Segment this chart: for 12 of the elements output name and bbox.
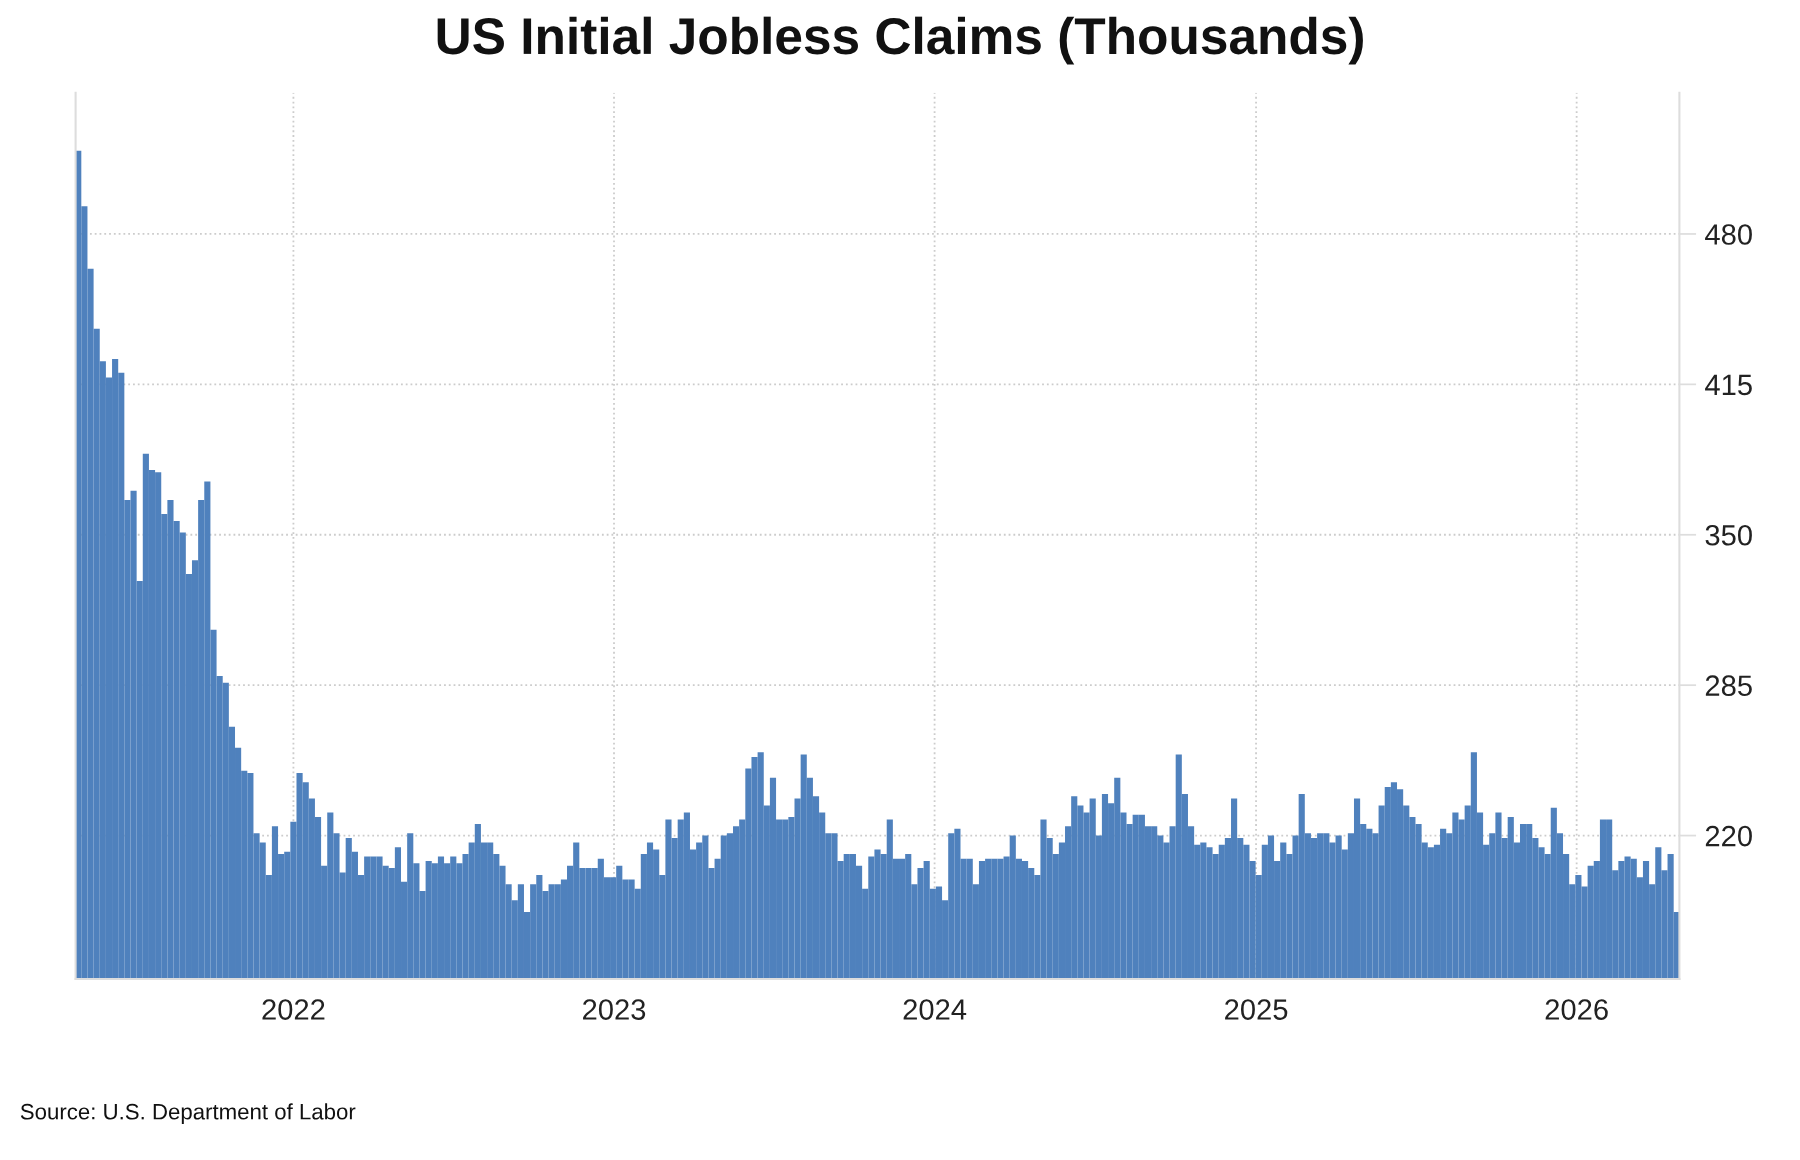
source-note: Source: U.S. Department of Labor (20, 1103, 356, 1124)
chart-title: US Initial Jobless Claims (Thousands) (437, 16, 1363, 65)
x-tick-label: 2023 (583, 999, 646, 1020)
y-tick-label: 415 (1705, 374, 1752, 396)
x-tick-label: 2025 (1225, 999, 1288, 1020)
y-tick-label: 220 (1705, 825, 1752, 847)
y-tick-label: 480 (1705, 224, 1752, 245)
x-tick-label: 2022 (262, 999, 325, 1020)
x-tick-label: 2024 (903, 999, 967, 1020)
y-tick-label: 285 (1705, 675, 1752, 697)
x-tick-label: 2026 (1545, 999, 1608, 1020)
y-tick-label: 350 (1705, 524, 1752, 546)
